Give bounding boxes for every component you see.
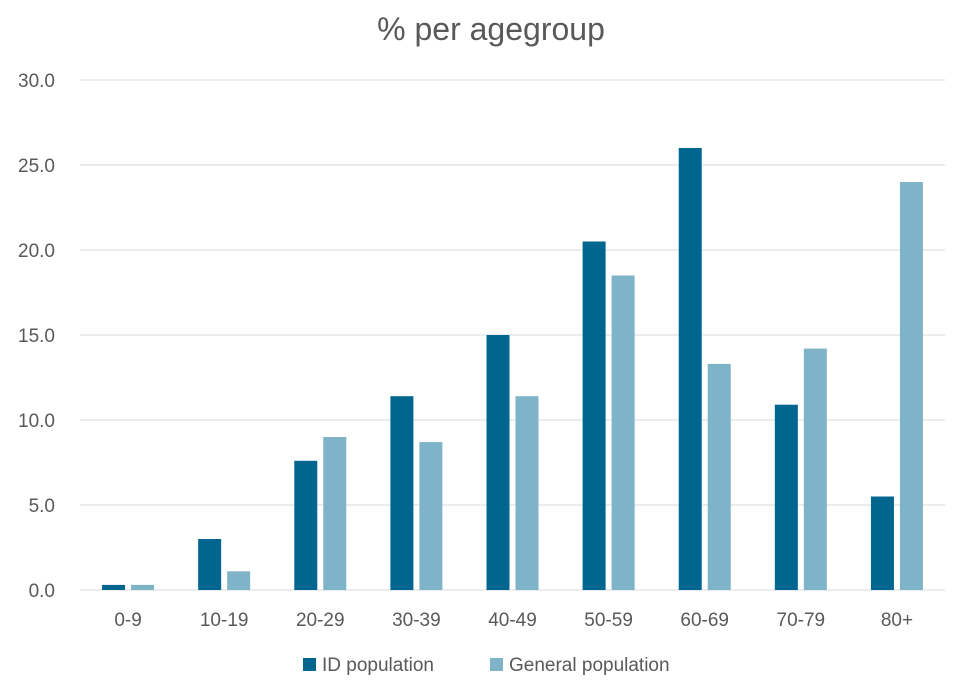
x-tick-label: 0-9: [114, 610, 141, 631]
gridlines: [80, 79, 945, 591]
bar-id-population-30-39: [390, 396, 414, 590]
x-axis-ticks: 0-9 10-19 20-29 30-39 40-49 50-59 60-69 70-79 80…: [114, 610, 913, 631]
legend-label: General population: [509, 655, 670, 676]
bar-id-population-70-79: [774, 404, 798, 590]
y-tick-label: 15.0: [18, 326, 55, 347]
bar-general-population-0-9: [131, 584, 155, 590]
bar-id-population-60-69: [678, 148, 702, 590]
y-tick-label: 10.0: [18, 411, 55, 432]
y-tick-label: 0.0: [29, 581, 55, 602]
chart-title: % per agegroup: [377, 11, 605, 47]
legend-label: ID population: [322, 655, 434, 676]
bar-id-population-50-59: [582, 241, 606, 590]
legend-swatch: [490, 658, 503, 671]
bar-id-population-40-49: [486, 335, 510, 590]
x-tick-label: 40-49: [488, 610, 537, 631]
x-tick-label: 20-29: [296, 610, 345, 631]
bar-id-population-80+: [870, 496, 894, 590]
x-tick-label: 30-39: [392, 610, 441, 631]
bar-general-population-10-19: [227, 571, 251, 590]
y-tick-label: 30.0: [18, 71, 55, 92]
bar-general-population-50-59: [611, 275, 635, 590]
bar-general-population-40-49: [515, 396, 539, 590]
bar-general-population-60-69: [707, 363, 731, 590]
y-axis-ticks: 0.0 5.0 10.0 15.0 20.0 25.0 30.0: [18, 71, 55, 602]
legend: ID population General population: [303, 655, 670, 676]
y-tick-label: 5.0: [29, 496, 55, 517]
bar-general-population-80+: [899, 182, 923, 590]
x-tick-label: 10-19: [200, 610, 249, 631]
y-tick-label: 20.0: [18, 241, 55, 262]
x-tick-label: 70-79: [777, 610, 826, 631]
bars: [102, 148, 923, 590]
x-tick-label: 50-59: [584, 610, 633, 631]
x-tick-label: 60-69: [680, 610, 729, 631]
y-tick-label: 25.0: [18, 156, 55, 177]
bar-general-population-20-29: [323, 437, 347, 590]
bar-id-population-0-9: [102, 584, 126, 590]
bar-general-population-30-39: [419, 442, 443, 590]
bar-id-population-10-19: [198, 539, 222, 590]
bar-general-population-70-79: [803, 348, 827, 590]
bar-id-population-20-29: [294, 460, 318, 590]
x-tick-label: 80+: [881, 610, 913, 631]
legend-swatch: [303, 658, 316, 671]
